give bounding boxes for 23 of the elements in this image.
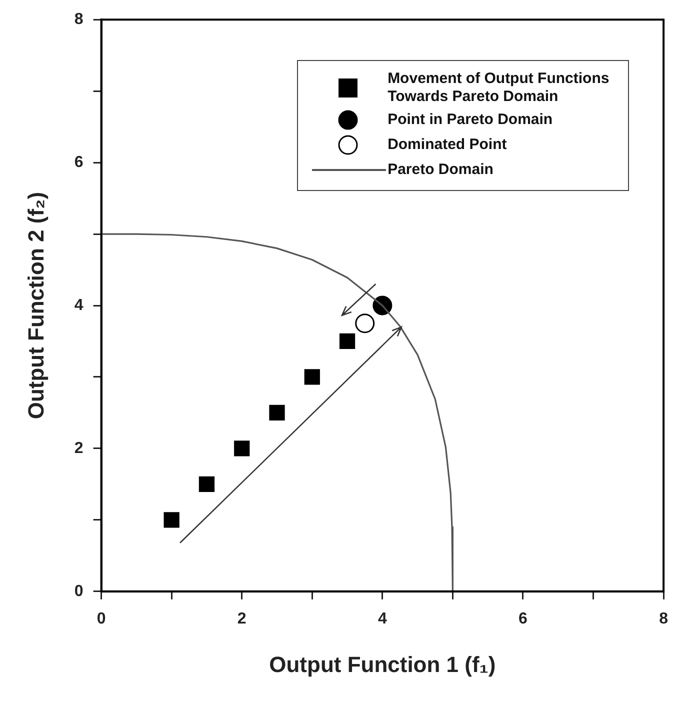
x-tick-label: 8 [659,610,668,628]
point [304,369,320,385]
x-tick-label: 0 [96,610,106,628]
point [339,333,356,350]
legend-label: Pareto Domain [388,160,494,179]
x-tick-label: 4 [378,610,387,628]
point [234,440,250,456]
point [198,476,215,492]
point [269,404,285,421]
legend-label: Movement of Output Functions Towards Pareto Domain [388,70,610,106]
y-tick-label: 8 [74,11,84,28]
x-axis-title: Output Function 1 (f₁) [269,652,496,677]
y-tick-label: 4 [74,296,84,314]
y-tick-label: 6 [74,154,84,171]
point [355,314,375,334]
y-tick-label: 0 [74,582,84,600]
point [164,512,180,528]
legend-label: Point in Pareto Domain [388,110,554,129]
y-axis-title: Output Function 2 (f₂) [23,192,48,420]
legend-label: Dominated Point [388,136,508,154]
x-tick-label: 2 [237,610,246,628]
y-tick-label: 2 [74,440,84,457]
x-tick-label: 6 [518,610,528,628]
